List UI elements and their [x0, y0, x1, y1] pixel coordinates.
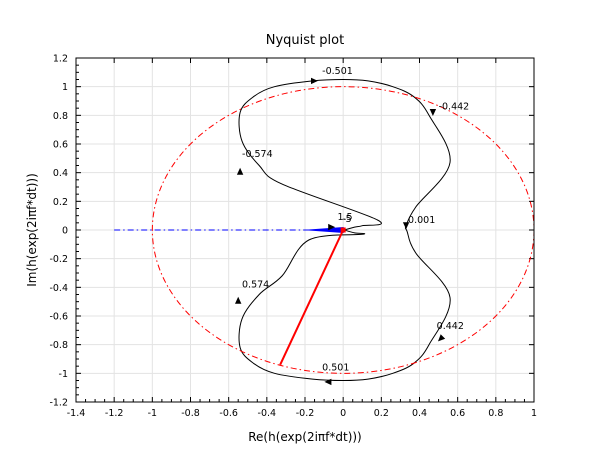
chart-title: Nyquist plot	[266, 33, 344, 48]
direction-arrow	[438, 334, 446, 342]
x-tick-label: 0.8	[488, 408, 503, 419]
x-tick-label: 0.2	[374, 408, 389, 419]
y-tick-label: 0.4	[53, 168, 68, 179]
x-tick-label: 1	[531, 408, 537, 419]
direction-arrow	[324, 378, 332, 386]
direction-arrow	[236, 167, 244, 175]
x-tick-label: -1.4	[67, 408, 86, 419]
x-axis-label: Re(h(exp(2iπf*dt)))	[248, 430, 362, 444]
y-tick-label: 0.6	[53, 140, 68, 151]
y-tick-label: 0.2	[53, 197, 68, 208]
direction-arrow	[402, 222, 410, 230]
y-tick-label: -0.4	[49, 283, 68, 294]
y-tick-label: 0.8	[53, 111, 68, 122]
y-tick-label: -0.2	[49, 254, 68, 265]
direction-arrow	[328, 223, 336, 231]
frequency-annotation: -0.574	[242, 149, 273, 160]
frequency-annotation: 0.001	[408, 215, 435, 226]
frequency-annotation: -0.501	[322, 66, 353, 77]
direction-arrow	[235, 296, 242, 304]
x-tick-label: -0.2	[296, 408, 315, 419]
x-tick-label: -1	[148, 408, 157, 419]
x-tick-label: 0.4	[412, 408, 427, 419]
y-tick-label: 1	[62, 82, 68, 93]
origin-marker	[340, 227, 346, 233]
x-tick-label: -0.6	[219, 408, 238, 419]
frequency-annotation: 0.574	[242, 279, 269, 290]
arrow-layer	[235, 77, 446, 386]
direction-arrow	[311, 77, 318, 85]
frequency-annotation: -5	[342, 214, 351, 225]
nyquist-curve	[238, 78, 451, 382]
phase-margin-segment	[279, 229, 345, 366]
x-tick-label: 0.6	[450, 408, 465, 419]
y-tick-label: 1.2	[53, 54, 68, 65]
y-tick-label: -1.2	[49, 398, 68, 409]
y-axis-label: Im(h(exp(2iπf*dt)))	[25, 173, 39, 287]
frequency-annotation: 1.5	[337, 212, 352, 223]
x-tick-label: 0	[340, 408, 346, 419]
x-tick-label: -1.2	[105, 408, 124, 419]
frequency-annotation: -0.442	[439, 102, 470, 113]
y-tick-label: -1	[59, 369, 68, 380]
frequency-annotation: 0.442	[437, 321, 464, 332]
x-tick-labels: -1.4 -1.2 -1 -0.8 -0.6 -0.4 -0.2 0 0.2 0.4 0.6 0.8 1	[67, 408, 537, 419]
frequency-annotation: 0.501	[322, 362, 349, 373]
y-tick-label: 0	[62, 226, 68, 237]
y-tick-label: -0.8	[49, 340, 68, 351]
annotation-layer: -0.501 -0.442 -0.574 0.001 1.5-5 0.574 0.442 0.…	[242, 66, 469, 374]
x-tick-label: -0.4	[258, 408, 277, 419]
y-tick-label: -0.6	[49, 312, 68, 323]
plot-frame	[75, 57, 535, 403]
x-tick-label: -0.8	[181, 408, 200, 419]
direction-arrow	[429, 109, 437, 116]
y-tick-labels: -1.2 -1 -0.8 -0.6 -0.4 -0.2 0 0.2 0.4 0.6 0.8 1 1.2	[49, 54, 68, 409]
